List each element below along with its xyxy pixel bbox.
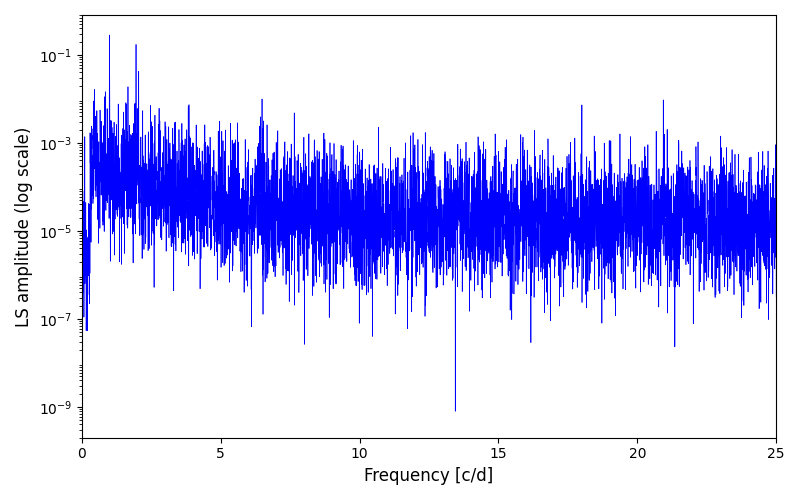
Y-axis label: LS amplitude (log scale): LS amplitude (log scale) <box>15 126 33 326</box>
X-axis label: Frequency [c/d]: Frequency [c/d] <box>364 467 494 485</box>
